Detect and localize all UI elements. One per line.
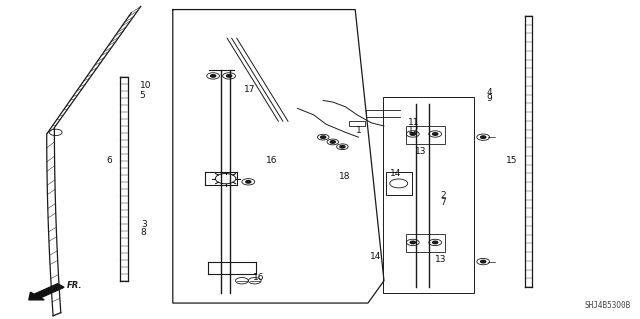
Text: 8: 8 [141,228,147,237]
Circle shape [410,241,415,244]
Text: 16: 16 [266,156,277,165]
Text: 18: 18 [339,172,351,181]
Text: 5: 5 [140,91,145,100]
Text: 4: 4 [486,88,492,97]
Circle shape [481,136,486,138]
Text: 14: 14 [390,169,402,178]
Text: 12: 12 [408,126,420,135]
Text: 13: 13 [415,147,426,156]
Text: 11: 11 [408,118,420,127]
Text: 13: 13 [435,255,447,264]
Text: SHJ4B53O0B: SHJ4B53O0B [584,301,630,310]
Circle shape [481,260,486,263]
Text: 14: 14 [370,252,381,261]
FancyArrow shape [29,284,64,300]
Circle shape [321,136,326,138]
Circle shape [211,75,216,77]
Text: 15: 15 [506,156,517,165]
Circle shape [340,145,345,148]
Bar [406,126,445,144]
Text: 6: 6 [106,156,112,165]
Circle shape [330,141,335,143]
Bar [383,97,474,293]
Bar [386,172,412,195]
Text: 9: 9 [486,94,492,103]
Bar [349,121,365,126]
Circle shape [433,133,438,135]
Text: 16: 16 [253,273,264,282]
Circle shape [433,241,438,244]
Text: 1: 1 [356,126,362,135]
Circle shape [246,181,251,183]
Text: FR.: FR. [67,281,83,290]
Bar [406,234,445,252]
Circle shape [410,133,415,135]
Circle shape [227,75,232,77]
Text: 17: 17 [244,85,255,93]
Text: 7: 7 [440,198,446,207]
Text: 10: 10 [140,81,151,90]
Text: 3: 3 [141,220,147,229]
Text: 2: 2 [440,191,446,200]
